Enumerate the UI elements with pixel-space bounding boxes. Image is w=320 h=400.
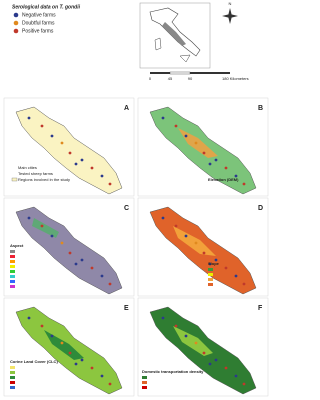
legend-title: Serological data on T. gondii xyxy=(12,4,81,10)
legend-symbol xyxy=(13,28,19,34)
panel-legend: Regions involved in the study xyxy=(18,177,70,182)
italy-overview xyxy=(139,2,211,69)
panel-f: F Domestic transportation density xyxy=(137,297,269,397)
legend-item: Doubtful farms xyxy=(22,20,55,26)
panel-letter: B xyxy=(258,105,263,112)
figure: Serological data on T. gondii Negative f… xyxy=(3,1,269,397)
panel-legend: Domestic transportation density xyxy=(142,369,204,374)
scale-label: 90 xyxy=(188,76,193,81)
legend-item: Positive farms xyxy=(22,28,54,34)
panel-legend: Slope xyxy=(208,261,220,266)
legend-item: Negative farms xyxy=(22,12,56,18)
legend-symbol xyxy=(13,20,19,26)
compass: N xyxy=(222,1,238,24)
panel-legend: Corine Land Cover (CLC) xyxy=(10,359,58,364)
scale-label: 45 xyxy=(168,76,173,81)
panel-c: C Aspect xyxy=(3,197,135,297)
panel-legend: Elevation (DEM) xyxy=(208,177,239,182)
panel-e: E Corine Land Cover (CLC) xyxy=(3,297,135,397)
panel-letter: E xyxy=(124,305,129,312)
serology-legend: Serological data on T. gondii Negative f… xyxy=(12,4,81,34)
panel-legend: Tested sheep farms xyxy=(18,171,53,176)
panel-d: D Slope xyxy=(137,197,269,297)
panel-b: B Elevation (DEM) xyxy=(137,97,269,197)
panel-letter: A xyxy=(124,105,129,112)
legend-symbol xyxy=(13,12,19,18)
panel-legend: Aspect xyxy=(10,243,24,248)
panel-letter: F xyxy=(258,305,263,312)
panel-legend: Main cities xyxy=(18,165,37,170)
scale-label: 180 Kilometers xyxy=(222,76,249,81)
scale-label: 0 xyxy=(149,76,152,81)
scale-bar: 0 45 90 180 Kilometers xyxy=(149,71,249,81)
panel-letter: C xyxy=(124,205,129,212)
panel-a: A Main cities Tested sheep farms Regions… xyxy=(3,97,135,197)
panel-letter: D xyxy=(258,205,263,212)
compass-label: N xyxy=(229,1,232,6)
